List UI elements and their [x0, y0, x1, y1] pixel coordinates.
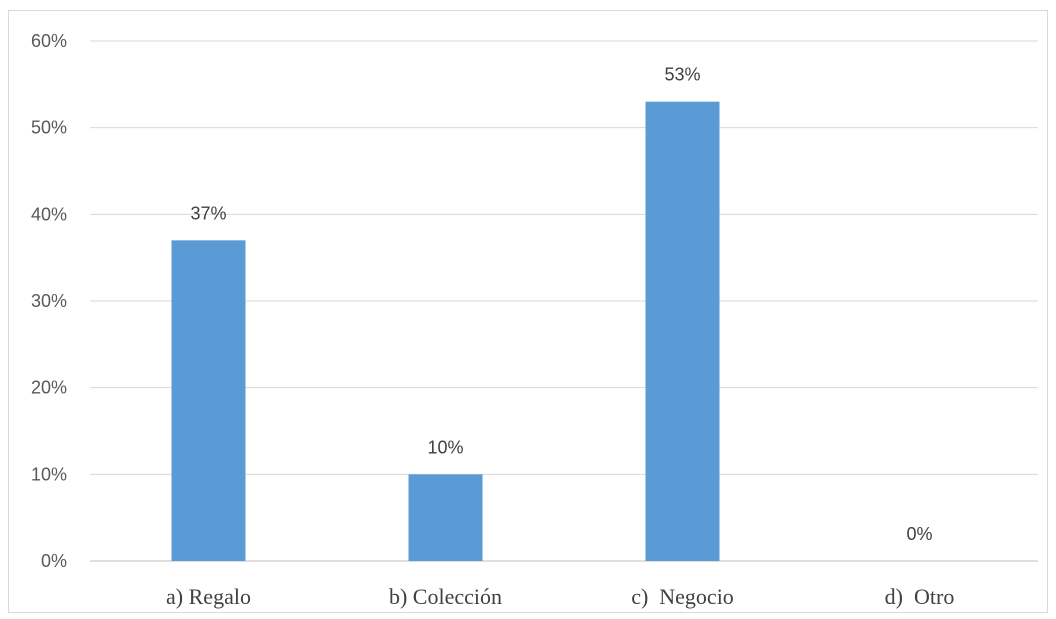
x-category-label: c) Negocio — [631, 584, 734, 609]
bar — [645, 101, 720, 562]
y-tick-label: 40% — [31, 204, 67, 224]
data-label: 0% — [906, 524, 932, 544]
bar — [171, 240, 246, 562]
data-label: 53% — [664, 65, 700, 85]
y-tick-label: 0% — [41, 551, 67, 571]
data-label: 37% — [190, 203, 226, 223]
y-tick-label: 60% — [31, 31, 67, 51]
y-tick-label: 30% — [31, 291, 67, 311]
x-category-label: d) Otro — [885, 584, 955, 609]
y-tick-label: 10% — [31, 464, 67, 484]
x-category-label: a) Regalo — [166, 584, 251, 609]
bar — [408, 474, 483, 561]
x-category-label: b) Colección — [389, 584, 502, 609]
y-tick-label: 50% — [31, 118, 67, 138]
y-tick-label: 20% — [31, 378, 67, 398]
data-label: 10% — [427, 437, 463, 457]
